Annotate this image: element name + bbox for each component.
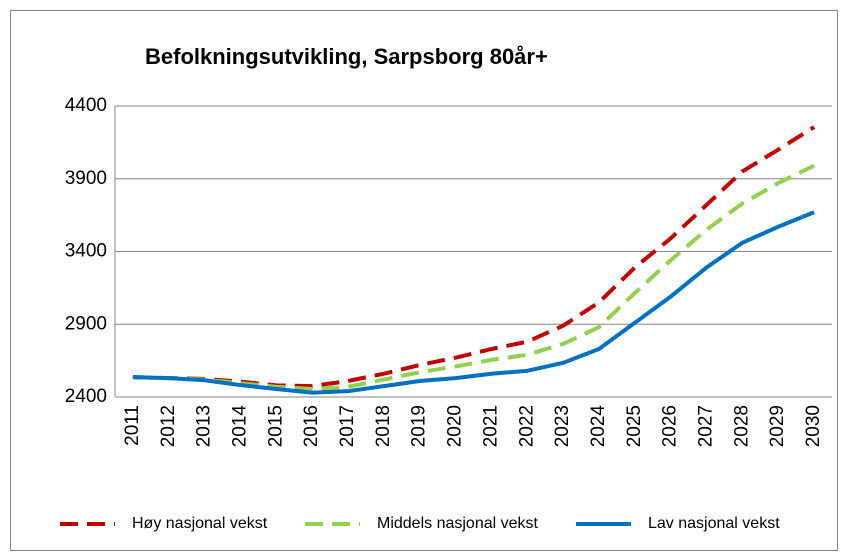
x-tick-label: 2013	[194, 405, 215, 447]
x-tick-label: 2029	[767, 405, 788, 447]
legend-label: Middels nasjonal vekst	[377, 515, 539, 532]
x-tick-label: 2021	[480, 405, 501, 447]
y-tick-label: 4400	[65, 95, 107, 116]
series-line	[132, 210, 815, 395]
x-tick-label: 2015	[265, 405, 286, 447]
y-tick-label: 2900	[65, 313, 107, 334]
x-tick-label: 2025	[624, 405, 645, 447]
y-tick-label: 3900	[65, 168, 107, 189]
x-tick-label: 2016	[301, 405, 322, 447]
x-tick-label: 2018	[373, 405, 394, 447]
x-tick-label: 2011	[122, 405, 143, 446]
x-tick-label: 2019	[409, 405, 430, 447]
x-tick-label: 2017	[337, 405, 358, 447]
chart-border	[10, 10, 838, 551]
x-tick-label: 2026	[660, 405, 681, 447]
x-tick-label: 2023	[552, 405, 573, 447]
legend-label: Høy nasjonal vekst	[132, 515, 268, 532]
y-tick-label: 2400	[65, 386, 107, 407]
x-tick-label: 2028	[731, 405, 752, 447]
x-tick-label: 2027	[696, 405, 717, 447]
x-tick-label: 2020	[445, 405, 466, 447]
x-tick-label: 2014	[229, 405, 250, 448]
x-tick-label: 2024	[588, 405, 609, 448]
legend-label: Lav nasjonal vekst	[648, 515, 780, 532]
y-tick-label: 3400	[65, 241, 107, 262]
chart-title: Befolkningsutvikling, Sarpsborg 80år+	[145, 44, 548, 69]
x-tick-label: 2030	[803, 405, 824, 447]
x-tick-label: 2012	[158, 405, 179, 447]
x-tick-label: 2022	[516, 405, 537, 447]
